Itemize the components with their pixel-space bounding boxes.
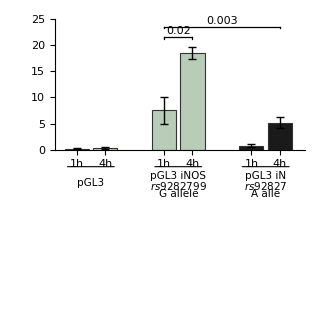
Bar (93, 148, 117, 150)
Bar (152, 110, 176, 150)
Text: G allele: G allele (158, 189, 198, 199)
Text: 0.02: 0.02 (166, 26, 191, 36)
Text: pGL3 iNOS: pGL3 iNOS (150, 171, 206, 180)
Bar (268, 123, 292, 150)
Text: A alle: A alle (251, 189, 280, 199)
Text: pGL3: pGL3 (77, 179, 104, 188)
Bar (65, 149, 89, 150)
Bar (180, 53, 204, 150)
Text: pGL3 iN: pGL3 iN (245, 171, 286, 180)
Bar (239, 146, 263, 150)
Text: $\it{rs92827}$: $\it{rs92827}$ (244, 180, 288, 192)
Text: $\it{rs9282799}$: $\it{rs9282799}$ (150, 180, 207, 192)
Text: 0.003: 0.003 (206, 16, 238, 26)
